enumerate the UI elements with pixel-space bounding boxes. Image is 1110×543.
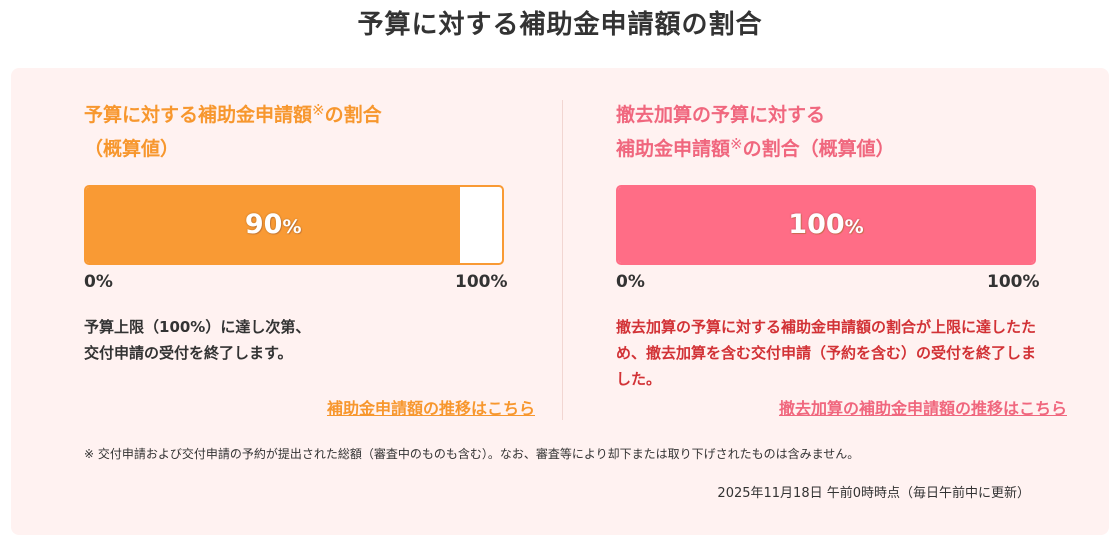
right-progress-fill bbox=[618, 187, 1034, 263]
left-card-title: 予算に対する補助金申請額※の割合 （概算値） bbox=[84, 101, 382, 161]
page-title: 予算に対する補助金申請額の割合 bbox=[357, 10, 763, 40]
right-axis-min: 0% bbox=[616, 272, 645, 292]
right-progress-label: 100% bbox=[788, 209, 864, 240]
left-axis-max: 100% bbox=[455, 272, 508, 292]
left-progress-bar: 90% bbox=[84, 185, 504, 265]
footnote-mark: ※ bbox=[730, 135, 743, 153]
subsidy-trend-link[interactable]: 補助金申請額の推移はこちら bbox=[326, 399, 535, 418]
right-progress-bar: 100% bbox=[616, 185, 1036, 265]
left-axis-min: 0% bbox=[84, 272, 113, 292]
updated-timestamp: 2025年11月18日 午前0時時点（毎日午前中に更新） bbox=[717, 486, 1030, 501]
footnote-mark: ※ bbox=[312, 101, 325, 119]
left-description: 予算上限（100%）に達し次第、 交付申請の受付を終了します。 bbox=[84, 318, 311, 362]
right-axis-max: 100% bbox=[987, 272, 1040, 292]
footnote: ※ 交付申請および交付申請の予約が提出された総額（審査中のものも含む）。なお、審… bbox=[84, 447, 860, 461]
left-progress-label: 90% bbox=[244, 209, 302, 240]
right-card-title: 撤去加算の予算に対する 補助金申請額※の割合（概算値） bbox=[616, 104, 895, 160]
left-progress-fill bbox=[86, 187, 461, 263]
right-description: 撤去加算の予算に対する補助金申請額の割合が上限に達したため、撤去加算を含む交付申… bbox=[616, 318, 1037, 388]
panel-divider bbox=[562, 100, 563, 420]
summary-panel bbox=[11, 68, 1109, 535]
removal-subsidy-trend-link[interactable]: 撤去加算の補助金申請額の推移はこちら bbox=[778, 399, 1067, 418]
